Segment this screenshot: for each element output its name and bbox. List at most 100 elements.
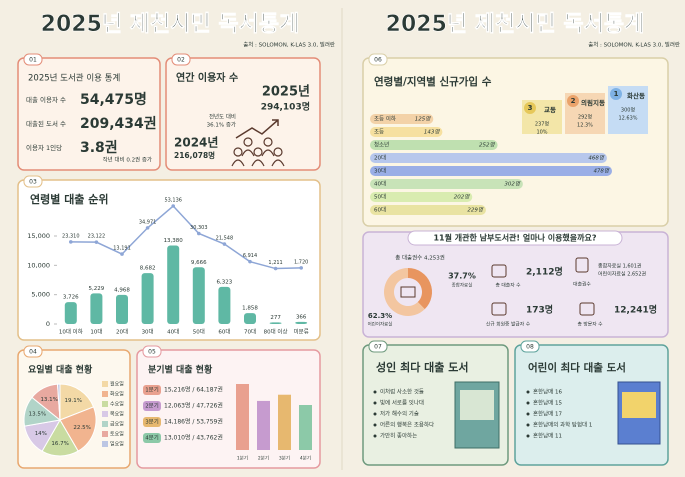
section-title: 어린이 최다 대출 도서 — [528, 361, 626, 374]
stat-icon — [579, 302, 595, 316]
y-tick-label: 50대 — [374, 193, 386, 201]
section-title: 11월 개관한 남부도서관! 얼마나 이용했을까요? — [433, 233, 596, 243]
book-title: 흔한남매 11 — [533, 432, 562, 440]
quarter-label: 2분기 — [145, 402, 159, 410]
bar-label: 468명 — [588, 155, 604, 162]
x-tick-label: 4분기 — [300, 455, 311, 462]
slice-label: 13.5% — [29, 412, 46, 418]
x-tick-label: 미분류 — [294, 328, 309, 336]
stat-label: 총 대출자 수 — [495, 282, 521, 289]
quarter-label: 1분기 — [145, 386, 159, 394]
bar-label: 302명 — [504, 181, 520, 188]
quarter-row: 15,216명 / 64,187권 — [164, 386, 223, 394]
bar-label: 478명 — [593, 168, 609, 175]
y-tick-label: 0 — [46, 320, 50, 328]
bar — [64, 302, 77, 324]
book-title: 흔한남매 17 — [533, 410, 562, 418]
stat-label: 대출 이용자 수 — [26, 95, 66, 104]
legend-label: 수요일 — [110, 401, 124, 408]
pie-slice — [59, 406, 97, 452]
bar — [116, 294, 128, 324]
people-icon — [231, 159, 245, 167]
y-tick-label: 40대 — [374, 180, 386, 188]
region-rank: 3 — [528, 104, 533, 112]
people-icon — [253, 147, 263, 157]
badge — [171, 53, 191, 66]
bar-label: 1,858 — [242, 306, 258, 312]
x-tick-label: 10대 — [90, 328, 102, 336]
year-value: 216,078명 — [174, 150, 215, 160]
donut-category: 어린이자료실 — [368, 321, 393, 328]
section-title: 2025년 도서관 이용 통계 — [28, 73, 120, 84]
bullet — [373, 434, 377, 438]
line-point — [299, 266, 304, 270]
section-title: 연간 이용자 수 — [176, 71, 238, 84]
line-point — [145, 226, 150, 230]
badge — [23, 53, 43, 66]
donut-category: 종합자료실 — [452, 282, 473, 289]
line-point — [94, 240, 99, 244]
bar-label: 3,726 — [63, 295, 79, 301]
change-text: 전년도 대비 — [209, 113, 236, 121]
legend-swatch — [102, 391, 108, 397]
bar — [244, 313, 256, 324]
badge-number: 07 — [374, 344, 382, 351]
badge-number: 03 — [29, 179, 37, 186]
bar — [370, 127, 443, 137]
bar — [192, 267, 205, 324]
year-value: 294,103명 — [261, 101, 310, 113]
region-count: 292명 — [578, 114, 592, 121]
bullet — [373, 401, 377, 405]
stat-label: 대출된 도서 수 — [26, 119, 66, 128]
title-pill — [407, 230, 623, 246]
bar — [236, 384, 249, 450]
section-title: 연령별/지역별 신규가입 수 — [374, 75, 492, 88]
bullet — [526, 423, 530, 427]
rooms-line: 어린이자료실 2,652권 — [598, 271, 647, 278]
year-label: 2024년 — [174, 136, 218, 150]
legend-label: 화요일 — [110, 391, 124, 398]
x-tick-label: 60대 — [218, 328, 230, 336]
x-tick-label: 30대 — [142, 328, 154, 336]
badge — [520, 340, 540, 353]
legend-label: 금요일 — [110, 421, 124, 428]
source: 출처 : SOLOMON, K-LAS 3.0, 빌려란 — [588, 41, 680, 49]
bar-label: 202명 — [454, 194, 470, 201]
legend-swatch — [102, 431, 108, 437]
stat-icon — [491, 302, 507, 316]
donut-label: 62.3% — [368, 312, 392, 320]
region-name: 교동 — [544, 106, 556, 114]
line-point — [197, 231, 201, 236]
bar — [370, 140, 498, 150]
quarter-badge — [143, 401, 161, 411]
legend-swatch — [102, 421, 108, 427]
trend-arrow — [235, 119, 279, 139]
quarter-label: 3분기 — [145, 418, 159, 426]
bar — [269, 322, 282, 324]
people-icon — [263, 137, 273, 147]
stat-value: 54,475명 — [80, 91, 147, 108]
badge — [368, 340, 388, 353]
change-text: 36.1% 증가 — [207, 121, 236, 129]
y-tick-label: 60대 — [374, 206, 386, 214]
stat-label: 총 방문자 수 — [577, 321, 603, 328]
legend-label: 목요일 — [110, 411, 124, 418]
badge — [142, 345, 162, 358]
line-label: 1,720 — [294, 259, 308, 265]
badge — [23, 175, 43, 188]
line-point — [171, 204, 175, 208]
book-title: 흔한남매의 과학 탐험대 1 — [533, 421, 592, 429]
quarter-row: 13,010명 / 43,762권 — [164, 434, 223, 442]
stat-icon — [491, 264, 507, 278]
bullet — [526, 412, 530, 416]
region-count: 300명 — [621, 107, 635, 114]
badge-number: 05 — [148, 349, 156, 356]
bullet — [373, 412, 377, 416]
stat-icon — [575, 257, 589, 273]
section-title: 연령별 대출 순위 — [30, 192, 109, 206]
book-title: 어른의 행복은 조용하다 — [380, 421, 434, 429]
legend-label: 일요일 — [110, 441, 124, 448]
bar-label: 4,968 — [114, 287, 130, 293]
people-icon — [261, 149, 275, 157]
line-label: 21,548 — [216, 236, 234, 242]
